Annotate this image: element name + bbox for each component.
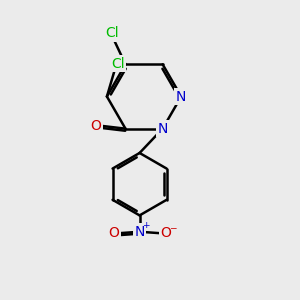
- Text: O: O: [90, 119, 101, 133]
- Text: −: −: [169, 223, 177, 232]
- Text: Cl: Cl: [105, 26, 119, 40]
- Text: Cl: Cl: [111, 57, 125, 71]
- Text: O: O: [108, 226, 119, 240]
- Text: N: N: [158, 122, 168, 136]
- Text: O: O: [160, 226, 171, 240]
- Text: +: +: [142, 221, 150, 230]
- Text: N: N: [134, 225, 145, 239]
- Text: N: N: [176, 89, 186, 103]
